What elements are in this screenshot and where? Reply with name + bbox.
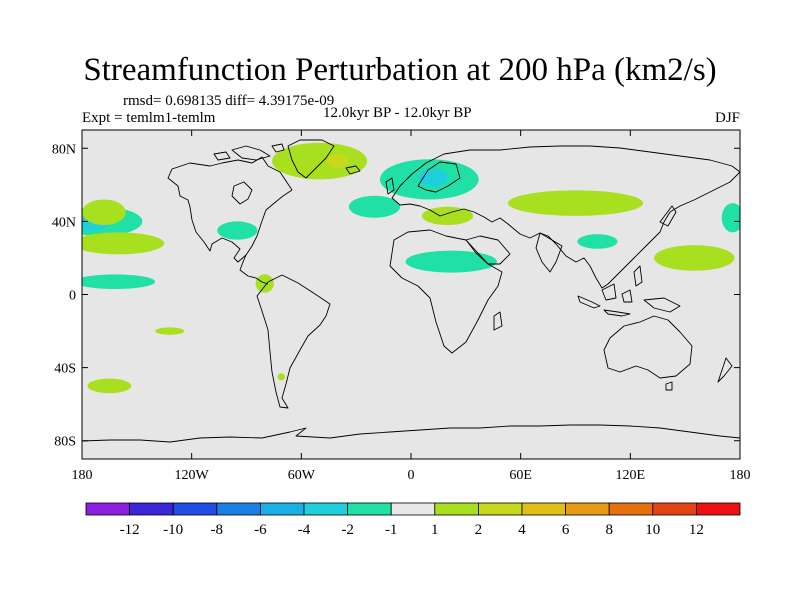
colorbar-bin-2 (172, 502, 218, 516)
x-tick-label: 60E (509, 468, 532, 483)
anomaly-region-10 (272, 142, 368, 180)
colorbar-label: 6 (562, 522, 570, 538)
colorbar-label: 4 (518, 522, 526, 538)
colorbar-label: -12 (120, 522, 140, 538)
colorbar-label: 1 (431, 522, 439, 538)
colorbar-bin-12 (608, 502, 654, 516)
coastline-britain (385, 177, 395, 195)
coastline-africa (389, 229, 503, 354)
x-tick-label: 0 (408, 468, 415, 483)
season-label: DJF (714, 110, 740, 126)
stats-label: rmsd= 0.698135 diff= 4.39175e-09 (123, 93, 335, 109)
anomaly-region-5 (155, 327, 185, 335)
coastline-central-america (239, 254, 269, 285)
x-tick-label: 120E (616, 468, 646, 483)
anomaly-region-6 (87, 378, 132, 394)
anomaly-region-12 (348, 195, 401, 218)
colorbar: -12 -10 -8 -6 -4 -2 -1 1 2 4 6 8 10 12 (85, 502, 741, 538)
anomaly-region-15 (421, 206, 474, 226)
anomaly-region-19 (654, 245, 735, 271)
colorbar-label: -10 (163, 522, 183, 538)
colorbar-label: 8 (605, 522, 613, 538)
coastline-layer (82, 139, 740, 443)
y-tick-label: 40S (54, 362, 76, 377)
colorbar-label: -4 (298, 522, 311, 538)
colorbar-label: 12 (689, 522, 704, 538)
colorbar-bin-9 (477, 502, 523, 516)
anomaly-region-9 (277, 373, 285, 381)
anomaly-region-17 (507, 190, 644, 216)
y-tick-label: 0 (69, 289, 76, 304)
x-tick-label: 120W (175, 468, 210, 483)
coastline-hudson-bay (231, 181, 253, 205)
experiment-label: Expt = temlm1-temlm (82, 110, 216, 126)
chart-title: Streamfunction Perturbation at 200 hPa (… (83, 52, 717, 88)
coastline-south-america (256, 274, 331, 409)
colorbar-label: -2 (341, 522, 354, 538)
coastline-japan (659, 205, 677, 227)
coastline-antarctica (82, 424, 740, 443)
anomaly-region-18 (577, 234, 618, 249)
coastline-india (535, 232, 563, 273)
coastline-indonesia (577, 265, 681, 317)
coastline-scandinavia (417, 161, 461, 193)
colorbar-bin-3 (216, 502, 261, 516)
y-tick-label: 80S (54, 435, 76, 450)
coastline-iceland (345, 165, 361, 175)
coastline-greenland (287, 139, 335, 179)
colorbar-bin-7 (390, 502, 436, 516)
anomaly-layer (82, 142, 740, 394)
coastline-eurasia (391, 145, 740, 289)
y-tick-label: 80N (52, 142, 76, 157)
anomaly-region-14 (418, 168, 448, 187)
colorbar-bin-5 (303, 502, 348, 516)
anomaly-region-4 (82, 274, 156, 290)
period-label: 12.0kyr BP - 12.0kyr BP (323, 105, 472, 121)
x-tick-label: 180 (730, 468, 751, 483)
x-tick-label: 60W (288, 468, 316, 483)
anomaly-region-2 (82, 199, 126, 226)
colorbar-bin-13 (652, 502, 697, 516)
coastline-madagascar (493, 311, 503, 331)
coastline-new-zealand (717, 357, 733, 383)
axis-layer: 180 120W 60W 0 60E 120E 180 80N 40N 0 40S 80S (52, 130, 751, 483)
anomaly-region-8 (255, 274, 274, 293)
colorbar-bin-4 (259, 502, 305, 516)
colorbar-label: 2 (475, 522, 483, 538)
colorbar-bin-14 (696, 502, 741, 516)
coastline-north-america (167, 156, 293, 263)
anomaly-region-7 (217, 221, 258, 240)
anomaly-region-3 (82, 232, 165, 255)
colorbar-bin-0 (85, 502, 130, 516)
colorbar-label: -1 (385, 522, 398, 538)
coastline-arctic-islands (213, 143, 285, 161)
colorbar-bin-10 (521, 502, 566, 516)
colorbar-bin-6 (347, 502, 392, 516)
x-tick-label: 180 (72, 468, 93, 483)
colorbar-label: -8 (211, 522, 224, 538)
anomaly-region-11 (326, 153, 349, 169)
anomaly-region-20 (721, 203, 740, 233)
coastline-australia (603, 315, 693, 379)
anomaly-region-16 (405, 250, 497, 273)
colorbar-bin-1 (129, 502, 174, 516)
colorbar-label: -6 (254, 522, 267, 538)
colorbar-label: 10 (645, 522, 660, 538)
colorbar-bin-8 (434, 502, 479, 516)
colorbar-bin-11 (565, 502, 610, 516)
coastline-arabia (465, 235, 511, 265)
y-tick-label: 40N (52, 215, 76, 230)
coastline-tasmania (665, 381, 673, 391)
